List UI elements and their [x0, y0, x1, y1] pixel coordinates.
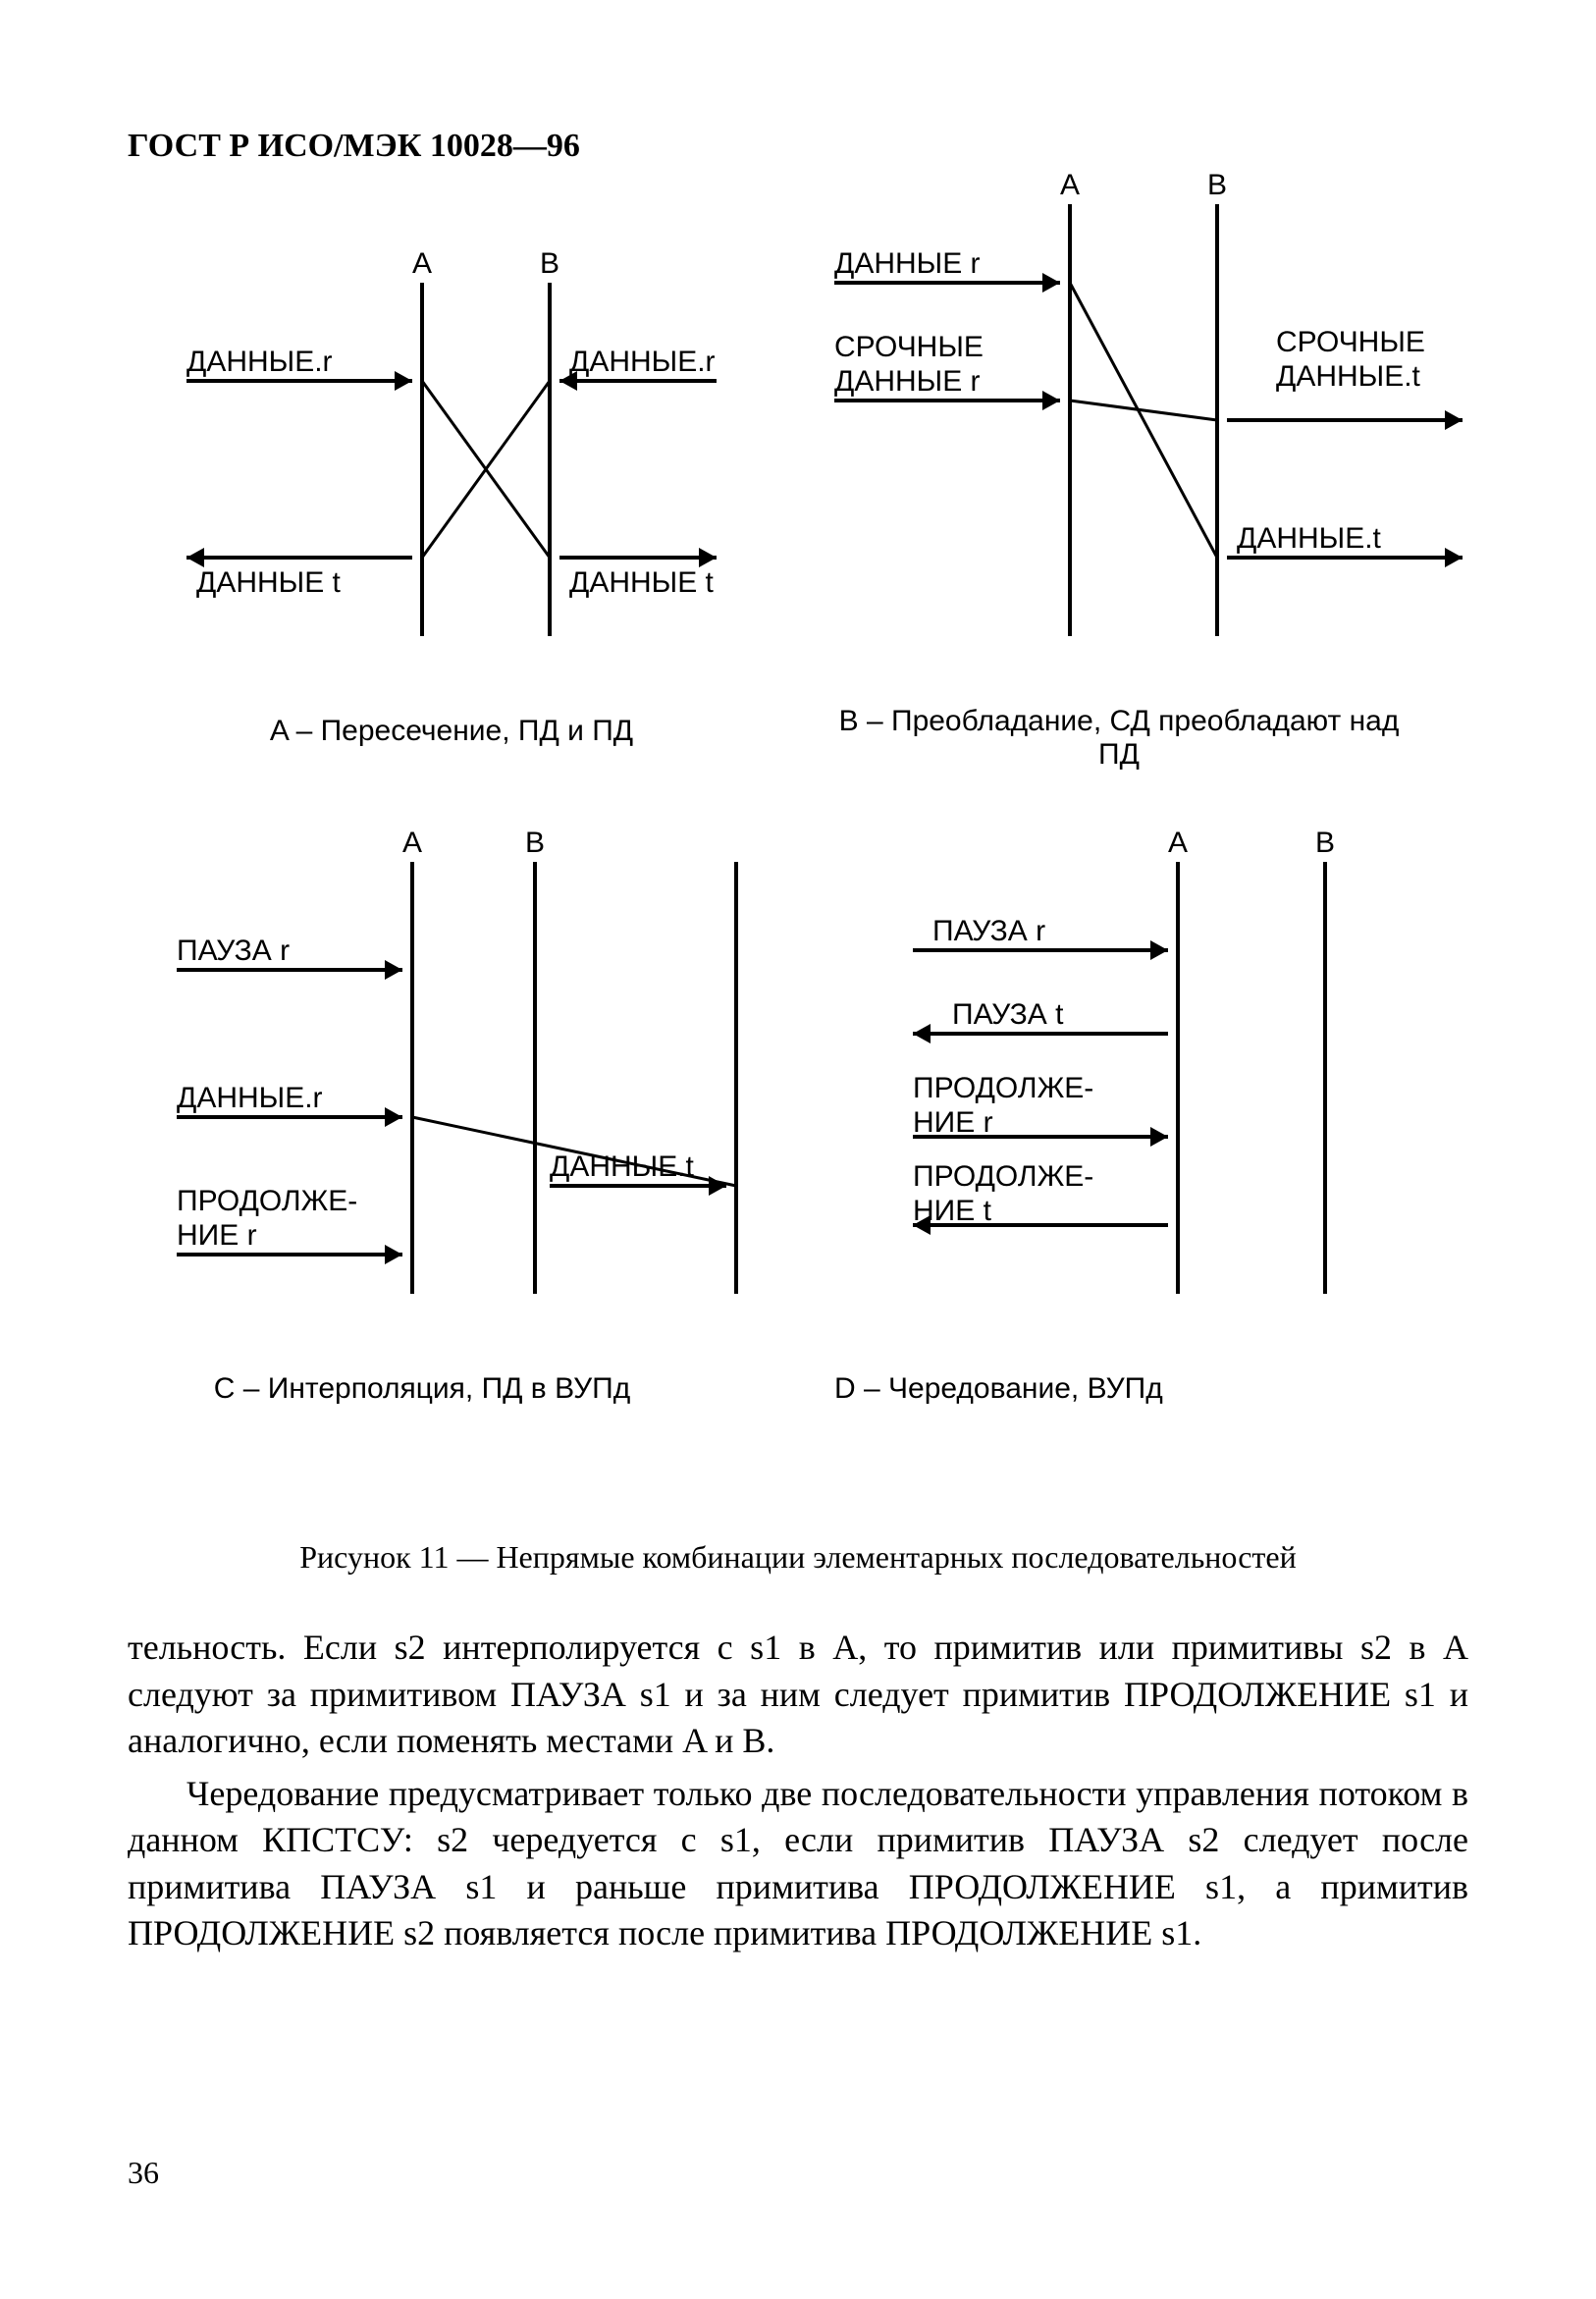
- panel-d-l3-1: ПРОДОЛЖЕ-: [913, 1072, 1093, 1104]
- panel-d-axis-b: B: [1315, 827, 1335, 859]
- panel-c-left-top: ПАУЗА r: [177, 935, 290, 967]
- panel-c-right-mid: ДАННЫЕ.t: [550, 1150, 695, 1183]
- panel-b-axis-a: A: [1060, 169, 1080, 201]
- panel-a-axis-a: A: [412, 247, 432, 280]
- panel-c-left-bot-2: НИЕ r: [177, 1219, 257, 1252]
- panel-a-caption: A – Пересечение, ПД и ПД: [186, 715, 717, 748]
- panel-d-l4-1: ПРОДОЛЖЕ-: [913, 1160, 1093, 1193]
- panel-c-left-mid: ДАННЫЕ.r: [177, 1082, 323, 1114]
- body-text: тельность. Если s2 интерполируется с s1 …: [128, 1625, 1468, 1957]
- panel-a-right-bot: ДАННЫЕ t: [569, 566, 715, 599]
- paragraph-1: тельность. Если s2 интерполируется с s1 …: [128, 1625, 1468, 1765]
- panel-b-right-top-2: ДАННЫЕ.t: [1276, 360, 1421, 393]
- panel-b-right-bot: ДАННЫЕ.t: [1237, 522, 1382, 555]
- panel-b-left-mid-2: ДАННЫЕ r: [834, 365, 981, 398]
- panel-a-left-bot: ДАННЫЕ t: [196, 566, 342, 599]
- panel-c-caption: C – Интерполяция, ПД в ВУПд: [147, 1372, 697, 1406]
- panel-b-caption: B – Преобладание, СД преобладают над ПД: [815, 705, 1423, 772]
- panel-c-left-bot-1: ПРОДОЛЖЕ-: [177, 1185, 357, 1217]
- panel-d-svg: A B ПАУЗА r ПАУЗА t ПРОДОЛЖЕ- НИЕ r ПРОД…: [834, 823, 1443, 1333]
- page-number: 36: [128, 2155, 159, 2191]
- document-header: ГОСТ Р ИСО/МЭК 10028—96: [128, 128, 1468, 165]
- panel-b-axis-b: B: [1207, 169, 1227, 201]
- panel-d-axis-a: A: [1168, 827, 1188, 859]
- panel-d-l1: ПАУЗА r: [932, 915, 1045, 947]
- paragraph-2: Чередование предусматривает только две п…: [128, 1771, 1468, 1957]
- panel-b-left-top: ДАННЫЕ r: [834, 247, 981, 280]
- panel-c-axis-b: B: [525, 827, 545, 859]
- panel-b-left-mid-1: СРОЧНЫЕ: [834, 331, 984, 363]
- panel-d-l2: ПАУЗА t: [952, 998, 1064, 1031]
- panel-c-svg: A B ПАУЗА r ДАННЫЕ.r ДАННЫЕ.t ПРОДОЛЖЕ- …: [128, 823, 775, 1333]
- panel-a-right-top: ДАННЫЕ.r: [569, 346, 716, 378]
- page: ГОСТ Р ИСО/МЭК 10028—96 A B ДАННЫЕ.r ДАН…: [0, 0, 1596, 2299]
- panel-d-caption: D – Чередование, ВУПд: [834, 1372, 1345, 1406]
- panel-d-l4-2: НИЕ t: [913, 1195, 992, 1227]
- panel-c-axis-a: A: [402, 827, 422, 859]
- figure-11: A B ДАННЫЕ.r ДАННЫЕ.r ДАННЫЕ t ДАННЫЕ t …: [128, 224, 1468, 1500]
- panel-a-left-top: ДАННЫЕ.r: [186, 346, 333, 378]
- panel-a-axis-b: B: [540, 247, 559, 280]
- panel-b-svg: A B ДАННЫЕ r СРОЧНЫЕ ДАННЫЕ r СРОЧНЫЕ ДА…: [775, 165, 1482, 715]
- figure-title: Рисунок 11 — Непрямые комбинации элемент…: [258, 1539, 1338, 1576]
- panel-d-l3-2: НИЕ r: [913, 1106, 993, 1139]
- panel-a-svg: A B ДАННЫЕ.r ДАННЫЕ.r ДАННЫЕ t ДАННЫЕ t: [128, 224, 736, 715]
- panel-b-right-top-1: СРОЧНЫЕ: [1276, 326, 1425, 358]
